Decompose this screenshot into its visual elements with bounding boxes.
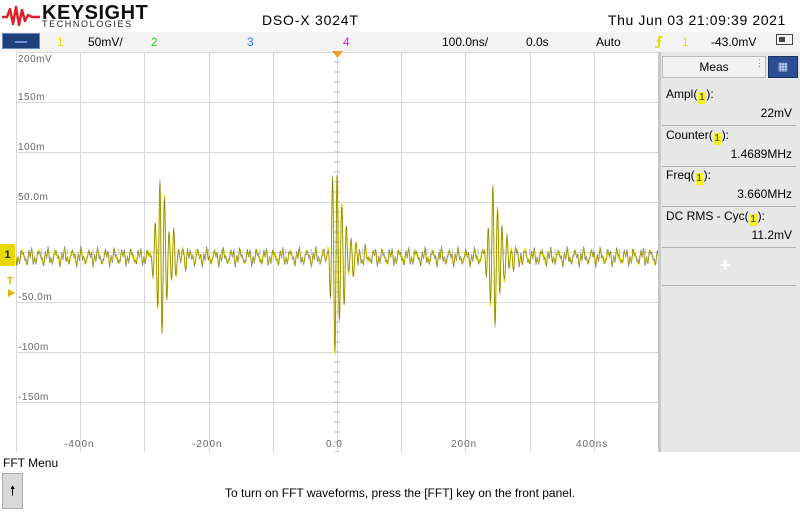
measurement-side-panel <box>660 52 800 452</box>
measurement-value: 11.2mV <box>751 228 792 242</box>
waveform-graticule[interactable] <box>16 52 658 452</box>
brand-subtitle: TECHNOLOGIES <box>42 19 133 29</box>
y-axis-label: 50.0m <box>18 192 49 203</box>
trigger-position-marker-icon[interactable] <box>332 51 343 59</box>
battery-icon <box>776 34 793 45</box>
ch1-waveform-envelope <box>16 175 658 351</box>
divider <box>662 206 796 207</box>
y-axis-label: 200mV <box>18 54 53 65</box>
trigger-source[interactable]: 1 <box>682 35 689 49</box>
ch1-scale[interactable]: 50mV/ <box>88 35 123 49</box>
measurement-value: 3.660MHz <box>737 187 792 201</box>
measurement-name-suffix: ): <box>703 168 712 182</box>
x-axis-label: 200n <box>451 439 478 450</box>
ch1-ground-marker-icon[interactable]: 1 <box>0 244 15 266</box>
divider <box>662 125 796 126</box>
trigger-level[interactable]: -43.0mV <box>711 35 757 49</box>
channel-menu-button[interactable] <box>2 33 40 49</box>
delay-value[interactable]: 0.0s <box>526 35 549 49</box>
channel-status-bar: 1 50mV/ 2 3 4 100.0ns/ 0.0s Auto 1 -43.0… <box>0 32 800 52</box>
graticule-ticks <box>16 52 658 452</box>
y-axis-label: -150m <box>18 392 49 403</box>
measurement-name: Freq( <box>666 168 695 182</box>
top-header <box>0 0 800 32</box>
measurement-source: 1 <box>713 133 721 145</box>
measurement-name-suffix: ): <box>757 209 766 223</box>
trigger-level-marker-icon[interactable]: T <box>7 276 14 287</box>
x-axis-label: -400n <box>64 439 95 450</box>
model-name: DSO-X 3024T <box>262 12 359 28</box>
measurement-source: 1 <box>698 92 706 104</box>
x-axis-label: 0.0 <box>326 439 343 450</box>
trigger-level-arrow-icon <box>8 289 15 297</box>
y-axis-label: 100m <box>18 142 46 153</box>
brand-name: KEYSIGHT <box>42 2 149 24</box>
trigger-edge-icon <box>655 36 663 48</box>
divider <box>662 166 796 167</box>
keysight-logo-icon <box>2 5 40 27</box>
x-axis-label: 400ns <box>576 439 609 450</box>
ch2-number[interactable]: 2 <box>151 35 158 49</box>
ch3-number[interactable]: 3 <box>247 35 254 49</box>
add-measurement-button[interactable]: + <box>720 255 731 275</box>
measurement-name: DC RMS - Cyc( <box>666 209 749 223</box>
drag-grip-icon[interactable]: ⋮⋮ <box>755 58 773 68</box>
trigger-mode[interactable]: Auto <box>596 35 621 49</box>
grid-icon[interactable]: ▦ <box>768 56 798 78</box>
measurement-name: Ampl( <box>666 87 698 101</box>
softkey-footer <box>0 452 800 512</box>
tab-meas[interactable]: Meas <box>662 56 766 78</box>
y-axis-label: -100m <box>18 342 49 353</box>
measurement-value: 1.4689MHz <box>730 147 792 161</box>
divider <box>662 247 796 248</box>
measurement-source: 1 <box>749 214 757 226</box>
ch1-number[interactable]: 1 <box>57 35 64 49</box>
x-axis-label: -200n <box>192 439 223 450</box>
measurement-value: 22mV <box>760 106 792 120</box>
measurement-name-suffix: ): <box>721 128 730 142</box>
measurement-name-suffix: ): <box>706 87 714 101</box>
menu-title: FFT Menu <box>3 456 59 470</box>
measurement-name: Counter( <box>666 128 713 142</box>
measurement-source: 1 <box>695 173 703 185</box>
y-axis-label: -50.0m <box>18 292 53 303</box>
ch4-number[interactable]: 4 <box>343 35 350 49</box>
up-arrow-icon[interactable]: 🠕 <box>2 473 23 509</box>
y-axis-label: 150m <box>18 92 46 103</box>
timebase-scale[interactable]: 100.0ns/ <box>442 35 489 49</box>
fft-hint-text: To turn on FFT waveforms, press the [FFT… <box>225 486 575 500</box>
panel-divider <box>658 52 661 452</box>
divider <box>662 285 796 286</box>
datetime-display: Thu Jun 03 21:09:39 2021 <box>608 12 786 28</box>
